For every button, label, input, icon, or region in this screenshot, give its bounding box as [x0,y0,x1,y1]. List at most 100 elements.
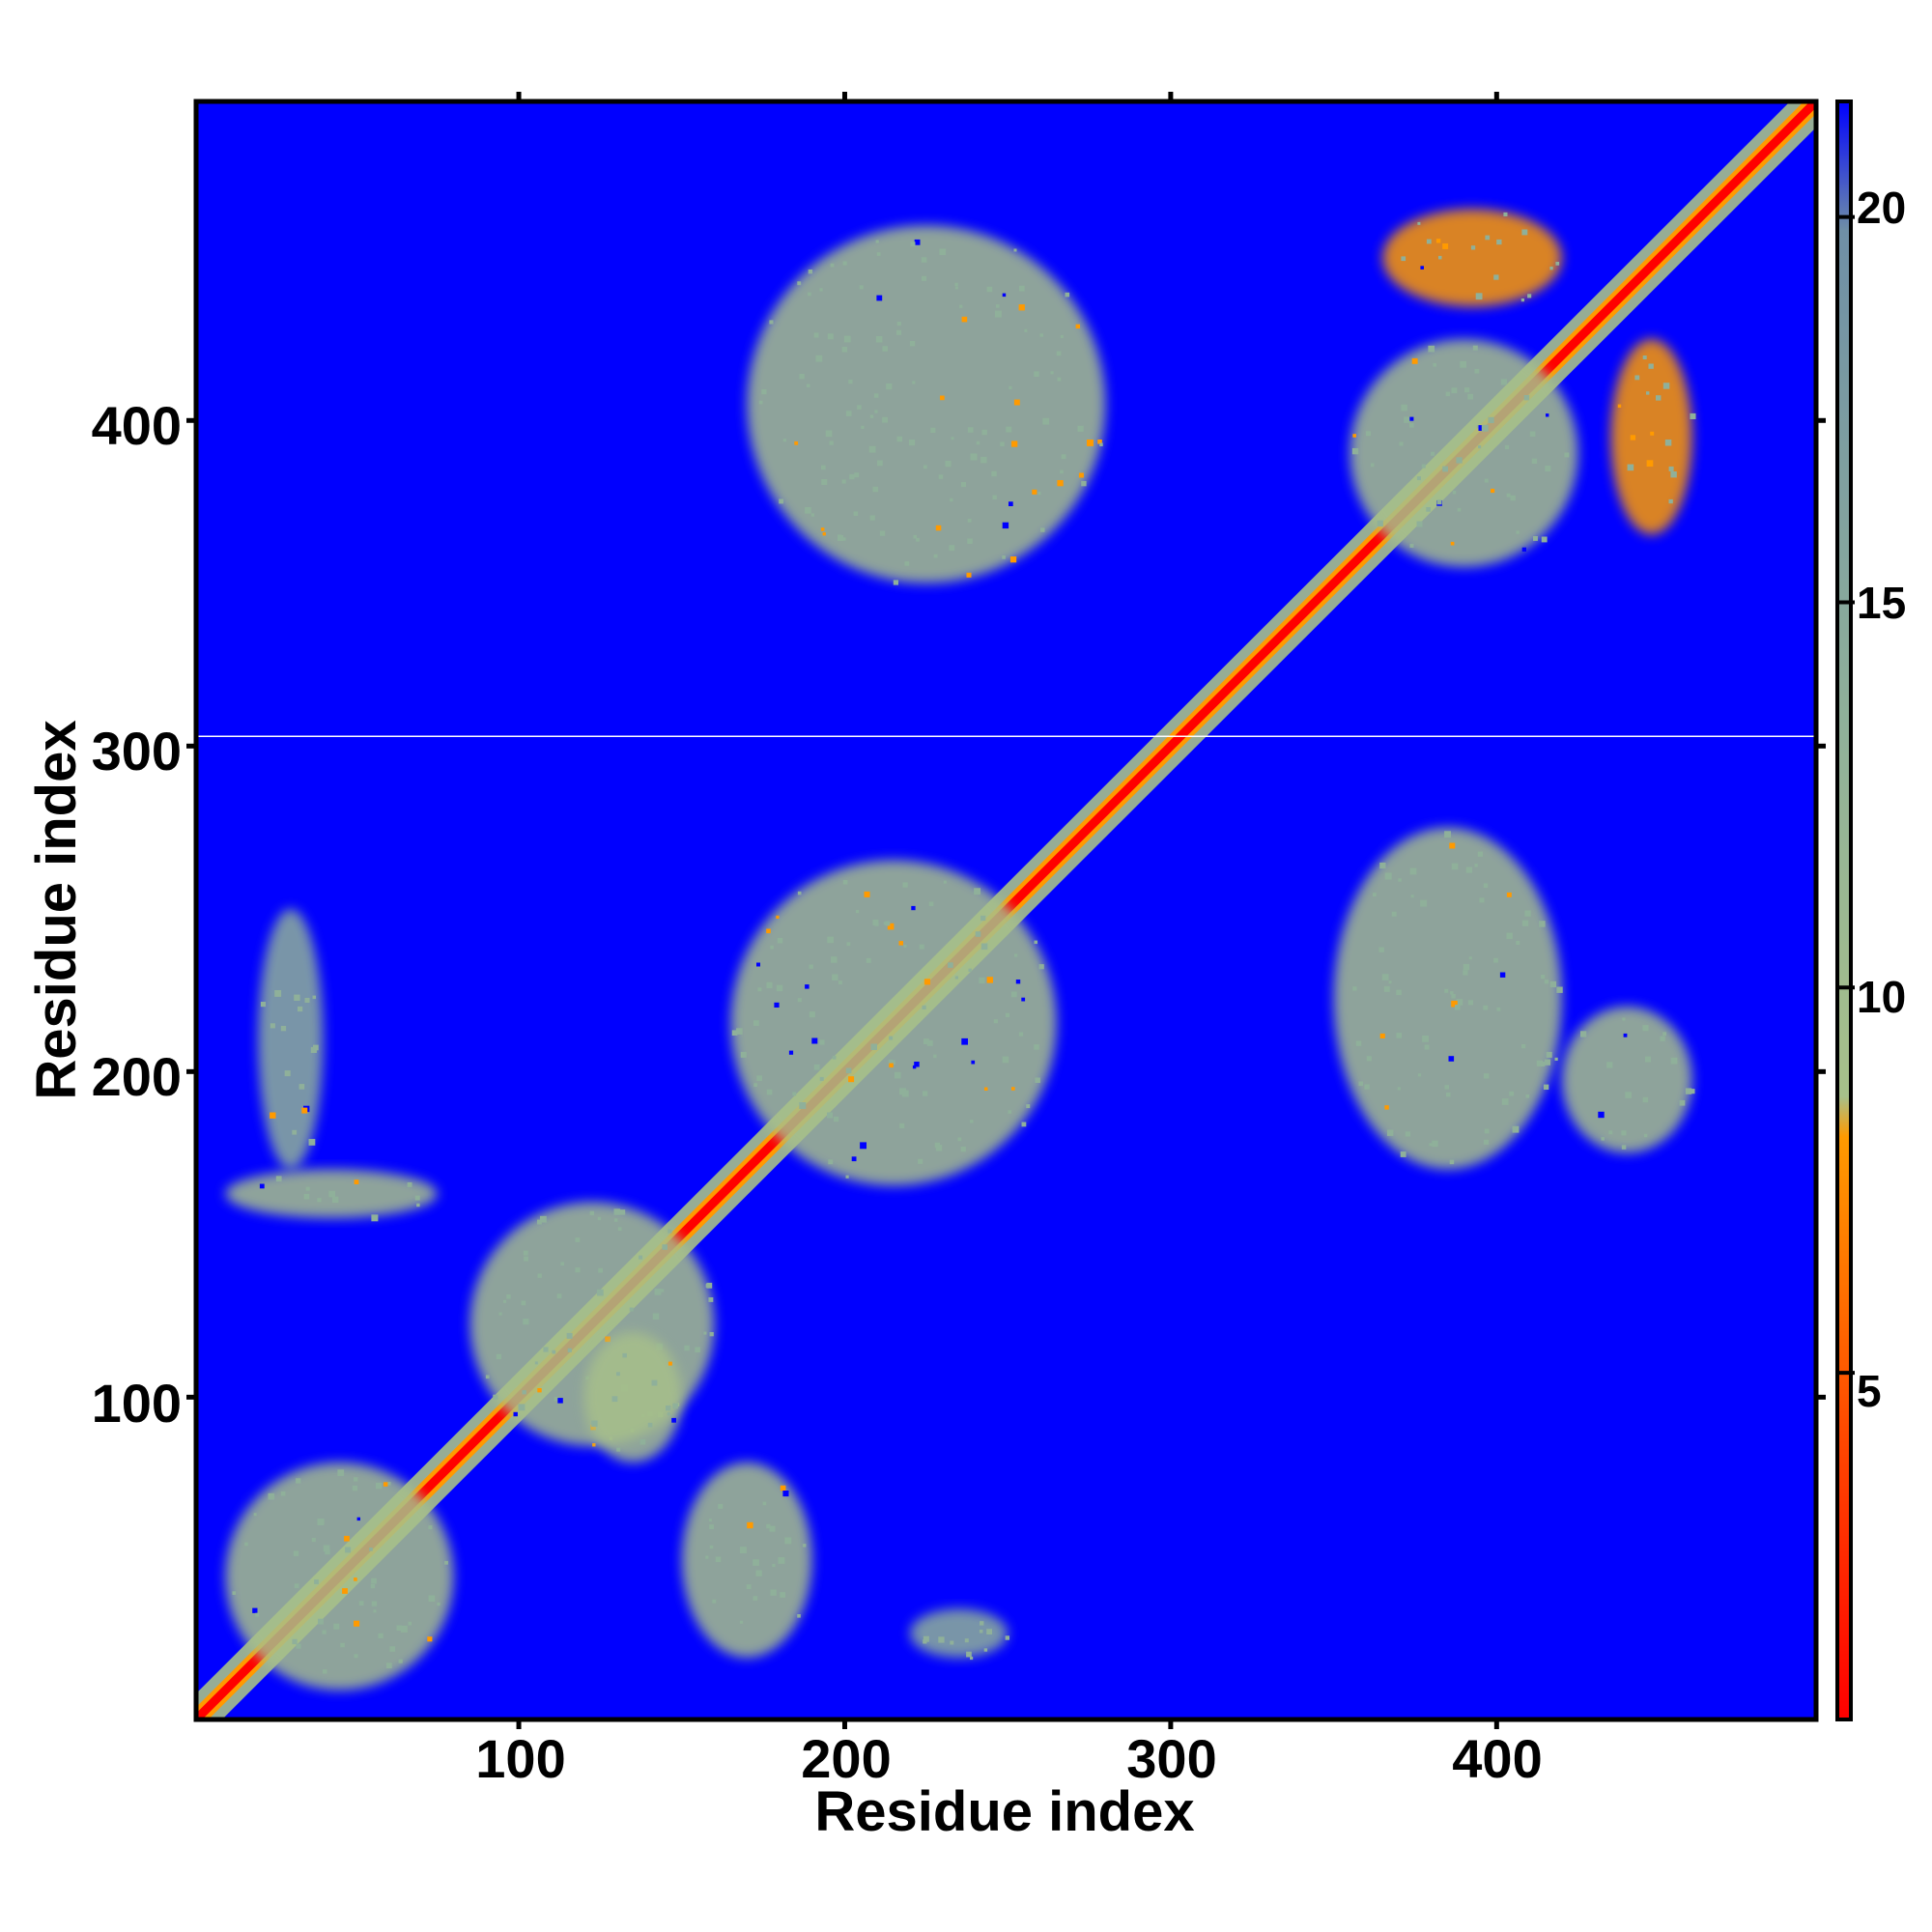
contact-cell [605,1336,611,1343]
contact-cell [1364,1084,1370,1090]
contact-cell [1011,1087,1015,1091]
contact-cell [876,252,881,256]
contact-cell [797,891,802,895]
contact-cell [255,1612,260,1617]
contact-cell [1660,1036,1665,1041]
contact-cell [828,1159,834,1165]
contact-cell [901,1090,909,1097]
contact-cell [598,1267,603,1273]
contact-cell [1450,541,1455,546]
contact-region-9 [681,1462,812,1658]
contact-cell [966,1651,972,1658]
contact-cell [922,275,927,281]
x-tick-label-400: 400 [1452,1728,1542,1789]
contact-cell [788,1050,794,1055]
contact-cell [496,1353,501,1360]
contact-cell [923,1091,928,1096]
contact-cell [736,1028,743,1035]
contact-cell [758,400,763,405]
contact-cell [1608,1130,1613,1135]
contact-cell [747,1521,753,1529]
contact-cell [1520,298,1524,302]
contact-cell [1416,521,1423,527]
contact-cell [260,1002,267,1008]
contact-cell [376,1482,383,1490]
contact-cell [1521,1044,1526,1049]
contact-cell [779,498,784,504]
contact-cell [893,580,898,585]
contact-cell [1506,892,1512,897]
contact-cell [967,519,972,523]
contact-cell [1496,239,1502,245]
contact-cell [842,261,847,266]
contact-cell [1662,383,1670,389]
contact-cell [1409,416,1414,421]
contact-cell [1483,1005,1489,1010]
contact-cell [845,1175,849,1179]
contact-cell [662,1244,668,1250]
contact-cell [910,242,916,247]
contact-cell [1544,980,1549,984]
contact-cell [782,439,786,442]
contact-cell [1483,1139,1490,1145]
contact-cell [333,1623,340,1630]
contact-cell [1543,1084,1549,1090]
contact-cell [1546,413,1549,417]
contact-cell [934,1142,940,1149]
contact-cell [815,355,823,362]
contact-cell [1491,488,1495,494]
colorbar [1835,99,1853,1721]
contact-cell [1011,440,1018,447]
contact-cell [622,1352,627,1358]
contact-cell [1451,1000,1458,1008]
contact-cell [986,286,993,293]
contact-cell [1037,492,1041,496]
contact-region-5 [1610,339,1692,535]
contact-cell [875,240,879,243]
contact-cell [613,1218,618,1222]
contact-cell [1384,872,1392,880]
contact-cell [1078,472,1084,478]
contact-cell [1424,1044,1430,1050]
contact-cell [930,427,936,433]
contact-cell [1008,1110,1012,1114]
contact-cell [639,1255,643,1260]
contact-cell [354,1179,359,1184]
contact-cell [317,1519,325,1525]
contact-cell [1554,1057,1558,1061]
contact-cell [345,1547,352,1553]
contact-cell [877,460,883,467]
contact-cell [1429,1143,1433,1147]
contact-cell [908,440,916,446]
contact-cell [259,1183,265,1189]
contact-cell [1455,1005,1461,1010]
contact-cell [1081,480,1087,487]
contact-cell [323,1545,330,1552]
contact-cell [753,1020,759,1026]
contact-cell [740,1547,747,1553]
contact-cell [1546,1051,1552,1058]
contact-cell [1444,831,1451,838]
contact-cell [1621,1145,1627,1150]
contact-cell [613,1208,620,1215]
contact-cell [709,1332,714,1337]
contact-cell [904,561,910,566]
contact-cell [1013,399,1020,406]
contact-cell [1483,883,1489,888]
contact-cell [1527,294,1532,298]
contact-cell [1451,387,1458,394]
contact-cell [827,333,834,340]
contact-cell [1060,334,1064,339]
contact-cell [782,1491,789,1497]
contact-cell [879,530,886,536]
contact-cell [284,1070,291,1077]
contact-cell [1421,464,1426,469]
contact-cell [838,980,842,985]
contact-cell [1057,377,1062,382]
contact-cell [1405,1131,1410,1137]
contact-cell [757,987,762,992]
contact-cell [1643,1133,1648,1138]
contact-cell [543,1347,549,1352]
contact-cell [939,248,947,255]
